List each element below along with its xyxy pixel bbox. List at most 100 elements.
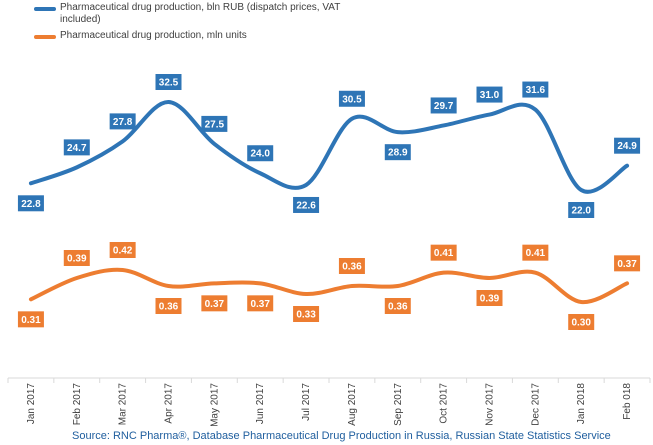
data-label-text: 24.9 (617, 141, 637, 152)
data-label-box (201, 295, 228, 312)
data-label-box (293, 196, 320, 213)
data-label-box (338, 90, 365, 107)
data-label: 0.39 (476, 290, 503, 306)
data-label-text: 0.33 (296, 310, 316, 321)
data-label-text: 0.37 (205, 299, 225, 310)
data-label-text: 0.37 (250, 299, 270, 310)
data-label-box (338, 258, 365, 274)
x-tick-label: Mar 2017 (118, 383, 129, 426)
x-tick-label: Dec 2017 (530, 383, 541, 426)
x-tick-label: Sep 2017 (393, 383, 404, 426)
x-tick-label: Jan 2018 (576, 383, 587, 425)
data-label-box (430, 244, 457, 261)
data-label: 0.41 (522, 244, 549, 261)
series-lines (28, 99, 630, 305)
data-label: 22.6 (293, 196, 320, 213)
series-line-rub (28, 99, 630, 194)
data-label-box (430, 97, 457, 114)
data-label: 0.41 (430, 244, 457, 261)
x-tick-label: Nov 2017 (485, 383, 496, 426)
data-label-box (247, 295, 274, 312)
data-label-box (63, 250, 90, 266)
data-label-box (109, 113, 136, 130)
x-tick-marks (7, 378, 651, 383)
data-label-box (201, 115, 228, 132)
data-label-box (384, 298, 411, 314)
legend-label-units: Pharmaceutical drug production, mln unit… (60, 30, 247, 41)
data-label-box (247, 145, 274, 162)
data-label: 0.36 (155, 298, 182, 314)
data-label-text: 27.8 (113, 117, 133, 128)
x-tick-label: Jul 2017 (301, 383, 312, 421)
data-label: 32.5 (155, 74, 182, 90)
legend-swatch-units (34, 35, 56, 39)
data-label-text: 28.9 (388, 148, 408, 159)
data-label: 22.8 (17, 195, 44, 212)
x-tick-label: Jun 2017 (255, 383, 266, 425)
x-tick-label: Feb 2017 (72, 383, 83, 426)
data-label-box (293, 306, 320, 322)
data-label-box (476, 290, 503, 306)
data-label: 28.9 (384, 144, 411, 161)
legend-label-rub: Pharmaceutical drug production, bln RUB … (60, 2, 341, 25)
source-note: Source: RNC Pharma®, Database Pharmaceut… (72, 430, 611, 442)
data-label: 0.36 (338, 258, 365, 274)
data-label-text: 0.42 (113, 246, 133, 257)
data-label-box (522, 81, 549, 98)
data-label-text: 24.0 (250, 149, 270, 160)
data-label-text: 29.7 (434, 101, 454, 112)
data-label: 0.33 (293, 306, 320, 322)
data-label: 0.37 (614, 255, 641, 272)
data-label-text: 0.36 (159, 302, 179, 313)
data-label-text: 22.0 (571, 206, 591, 217)
data-label: 31.6 (522, 81, 549, 98)
series-line-units (28, 267, 630, 305)
data-label: 0.37 (247, 295, 274, 312)
data-label: 24.9 (614, 137, 641, 154)
x-tick-label: Feb 018 (622, 383, 633, 420)
x-tick-label: May 2017 (209, 383, 220, 427)
data-label-text: 0.36 (388, 302, 408, 313)
data-label-text: 30.5 (342, 94, 362, 105)
data-label-text: 31.0 (480, 90, 500, 101)
data-label-box (614, 255, 641, 272)
data-label: 22.0 (568, 202, 595, 218)
data-label-text: 0.36 (342, 262, 362, 273)
x-tick-label: Apr 2017 (164, 383, 175, 424)
data-label-text: 27.5 (205, 119, 225, 130)
data-label: 24.0 (247, 145, 274, 162)
data-label-text: 24.7 (67, 143, 87, 154)
x-tick-label: Oct 2017 (439, 383, 450, 424)
data-label-text: 0.39 (480, 294, 500, 305)
data-label-text: 0.37 (617, 259, 637, 270)
data-label-box (614, 137, 641, 154)
data-label: 30.5 (338, 90, 365, 107)
data-label-text: 22.8 (21, 199, 41, 210)
legend-item-units: Pharmaceutical drug production, mln unit… (34, 30, 364, 42)
legend: Pharmaceutical drug production, bln RUB … (34, 2, 364, 46)
legend-item-rub: Pharmaceutical drug production, bln RUB … (34, 2, 364, 26)
data-label-text: 31.6 (526, 85, 546, 96)
data-label: 0.36 (384, 298, 411, 314)
data-label: 27.8 (109, 113, 136, 130)
data-label-box (476, 86, 503, 103)
data-label: 0.31 (17, 311, 44, 328)
data-label-box (155, 298, 182, 314)
data-label: 0.37 (201, 295, 228, 312)
data-label-box (109, 242, 136, 258)
data-label: 0.42 (109, 242, 136, 258)
data-label-box (17, 195, 44, 212)
data-label-box (568, 202, 595, 218)
x-tick-label: Jan 2017 (26, 383, 37, 425)
data-label-text: 0.39 (67, 254, 87, 265)
data-label: 24.7 (63, 139, 90, 156)
data-label-box (63, 139, 90, 156)
data-label-text: 0.30 (571, 318, 591, 329)
x-tick-labels: Jan 2017 Feb 2017 Mar 2017 Apr 2017 May 2017… (26, 383, 633, 427)
data-label-text: 0.31 (21, 315, 41, 326)
data-label-box (568, 314, 595, 330)
data-label-box (155, 74, 182, 90)
data-label: 0.39 (63, 250, 90, 266)
data-label-text: 0.41 (526, 248, 546, 259)
